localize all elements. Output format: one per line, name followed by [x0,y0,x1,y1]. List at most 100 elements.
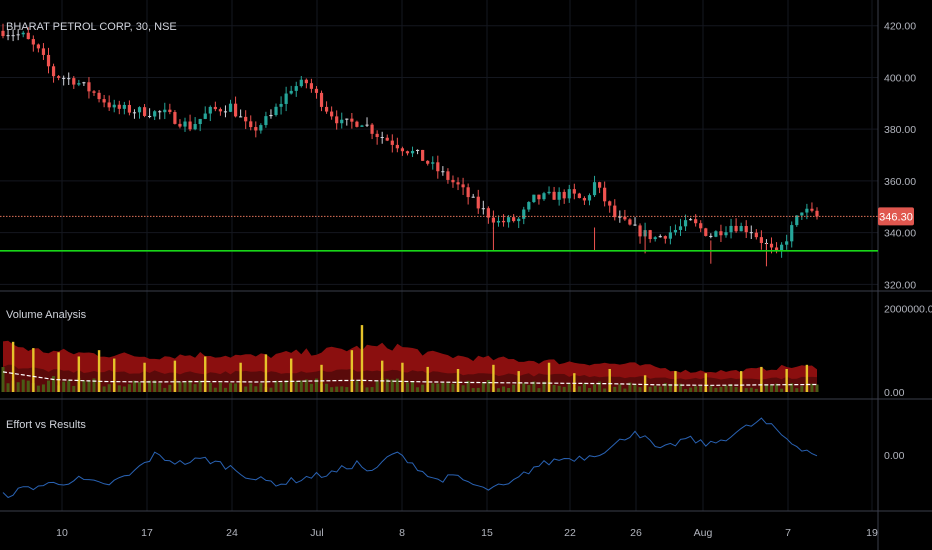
volume-bar [557,385,561,392]
volume-bar [198,380,202,392]
time-tick-label: 7 [785,527,791,539]
candle-body [46,54,51,67]
volume-bar [122,386,126,392]
candle-body [137,107,142,113]
volume-spike-bar [805,364,809,392]
candle-body [410,150,415,154]
candle-body [795,215,799,226]
candle-body [158,111,162,113]
volume-bar [542,381,546,392]
candle-body [689,219,693,221]
volume-spike-bar [573,373,576,392]
volume-bar [36,385,40,392]
volume-bar [451,383,455,392]
time-tick-label: 17 [141,527,153,539]
volume-bar [593,384,597,392]
candle-body [648,230,652,240]
candle-body [562,191,566,199]
candle-body [577,193,581,199]
volume-bar [188,380,192,392]
volume-bar [502,386,506,392]
volume-bar [72,385,76,392]
candle-body [734,225,738,232]
grid-lines [0,0,878,511]
volume-bar [507,387,511,392]
volume-bar [355,380,359,392]
volume-bar [274,380,278,392]
price-axis[interactable]: 420.00 400.00 380.00 360.00 340.00 320.00 [884,21,916,292]
candle-body [370,124,374,134]
volume-bar [466,380,470,392]
volume-bar [512,384,516,392]
price-tick-label: 420.00 [884,21,916,33]
effort-axis[interactable]: 0.00 [884,450,905,462]
candle-body [699,223,703,229]
candle-body [481,208,485,210]
volume-bar [183,381,187,392]
candle-body [471,196,475,198]
candle-body [26,32,30,40]
candle-body [294,86,298,91]
volume-bar [345,387,349,392]
candle-body [446,171,450,180]
candle-body [168,109,172,113]
volume-bar [67,380,71,392]
volume-bar [537,388,541,392]
candle-body [415,149,420,151]
candle-body [163,109,167,113]
candlestick-series [1,23,819,267]
volume-bar [244,386,248,392]
candle-body [299,79,303,87]
candle-body [178,123,182,127]
effort-vs-results-title: Effort vs Results [6,419,86,431]
volume-bar [62,381,66,392]
volume-bar [234,383,238,392]
candle-body [405,151,410,154]
candle-body [223,111,228,113]
candle-body [527,202,531,210]
volume-spike-bar [57,352,60,392]
time-tick-label: Jul [310,527,323,539]
volume-bar [663,383,667,392]
candle-body [709,235,713,237]
volume-bar [148,380,152,392]
candle-body [218,109,223,112]
volume-bar [163,387,167,392]
candle-body [21,32,25,35]
candle-body [132,112,137,114]
candle-body [501,220,506,223]
candle-body [284,93,288,104]
candle-body [360,125,364,127]
candle-body [107,102,111,108]
candle-body [552,191,556,200]
volume-bar [405,382,409,392]
volume-bar [223,387,227,392]
volume-bar [385,378,389,392]
volume-spike-bar [350,350,354,392]
time-tick-label: 22 [564,527,576,539]
volume-bar [309,383,313,392]
volume-bar [714,387,718,392]
candle-body [82,82,86,84]
volume-bar [158,383,162,392]
volume-spike-bar [643,375,647,392]
volume-bar [127,384,131,392]
candle-body [148,115,152,117]
candle-body [805,208,809,213]
volume-bar [699,386,703,392]
time-axis[interactable]: 10 17 24 Jul 8 15 22 26 Aug 7 19 [56,527,878,539]
candle-body [426,160,430,164]
candle-body [254,127,258,131]
price-tick-label: 400.00 [884,72,916,84]
candle-body [375,133,379,138]
candle-body [486,208,490,218]
candle-body [603,187,607,202]
candle-body [673,229,678,233]
volume-axis[interactable]: 2000000.00 0.00 [884,303,932,399]
volume-bar [764,384,768,392]
candle-body [380,137,384,139]
volume-spike-bar [456,369,460,392]
candle-body [400,148,405,152]
volume-spike-bar [77,356,81,392]
